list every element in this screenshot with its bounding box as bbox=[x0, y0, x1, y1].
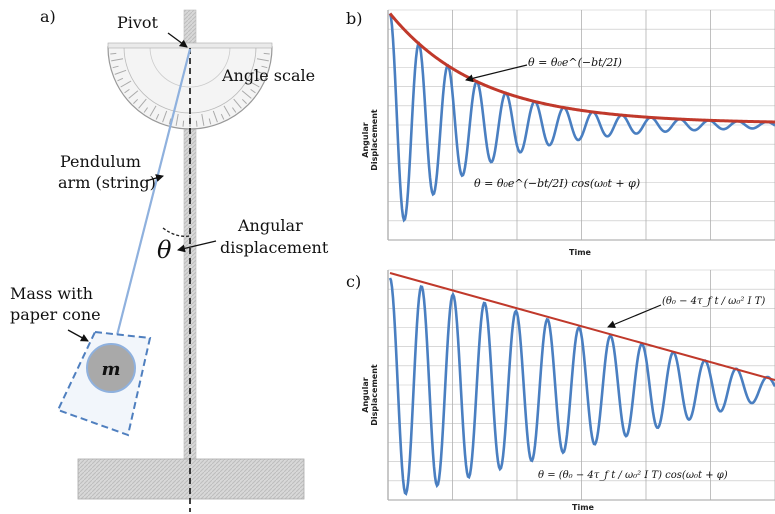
mass-label-line2: paper cone bbox=[10, 305, 101, 324]
angular-label-line2: displacement bbox=[220, 238, 329, 257]
angular-arrow bbox=[177, 240, 217, 253]
panel-a-label: a) bbox=[40, 7, 56, 26]
panel-c-envelope-line bbox=[389, 272, 775, 381]
panel-c-grid bbox=[387, 269, 775, 501]
panel-b-envelope-curve bbox=[388, 12, 775, 124]
mass-label-line1: Mass with bbox=[10, 284, 93, 303]
panel-c-xlabel: Time bbox=[572, 503, 595, 512]
panel-c-ylabel-line1: Angular bbox=[361, 377, 370, 412]
panel-c-envelope-arrow bbox=[607, 304, 662, 329]
panel-b-ylabel-line2: Displacement bbox=[370, 109, 379, 171]
panel-c: c) (θ₀ − 4τ_f t / ω₀² I T) θ = (θ₀ − 4τ_… bbox=[346, 269, 775, 512]
panel-c-signal-curve bbox=[388, 277, 775, 496]
mass-symbol: m bbox=[101, 359, 120, 380]
angular-label-line1: Angular bbox=[237, 216, 303, 235]
panel-b-xlabel: Time bbox=[569, 248, 592, 257]
panel-b: b) θ = θ₀e^(−bt/2I) θ = θ₀e^(−bt/2I) cos… bbox=[346, 9, 775, 257]
arm-label-line1: Pendulum bbox=[60, 152, 141, 171]
stand-base bbox=[77, 458, 305, 500]
protractor bbox=[107, 42, 273, 130]
panel-b-grid bbox=[387, 9, 775, 241]
pivot-label: Pivot bbox=[117, 13, 159, 32]
theta-symbol: θ bbox=[157, 236, 172, 264]
panel-b-signal-formula: θ = θ₀e^(−bt/2I) cos(ω₀t + φ) bbox=[474, 177, 640, 190]
arm-arrow bbox=[145, 174, 164, 182]
panel-b-envelope-arrow bbox=[465, 64, 528, 83]
panel-c-ylabel-line2: Displacement bbox=[370, 364, 379, 426]
mass-arrow bbox=[67, 329, 89, 342]
pivot-arrow bbox=[167, 32, 188, 48]
panel-b-ylabel-line1: Angular bbox=[361, 122, 370, 157]
angle-scale-label: Angle scale bbox=[221, 66, 315, 85]
pendulum-mass bbox=[86, 343, 136, 393]
arm-label-line2: arm (string) bbox=[58, 173, 156, 192]
angle-arc bbox=[162, 227, 191, 237]
panel-a: a) m θ Pivot Angle scale Pendulum ar bbox=[10, 7, 329, 512]
panel-c-signal-formula: θ = (θ₀ − 4τ_f t / ω₀² I T) cos(ω₀t + φ) bbox=[538, 470, 728, 481]
panel-c-envelope-formula: (θ₀ − 4τ_f t / ω₀² I T) bbox=[662, 296, 765, 307]
panel-b-label: b) bbox=[346, 9, 362, 28]
panel-c-label: c) bbox=[346, 272, 361, 291]
pendulum-string bbox=[110, 48, 192, 356]
panel-b-envelope-formula: θ = θ₀e^(−bt/2I) bbox=[528, 56, 622, 69]
